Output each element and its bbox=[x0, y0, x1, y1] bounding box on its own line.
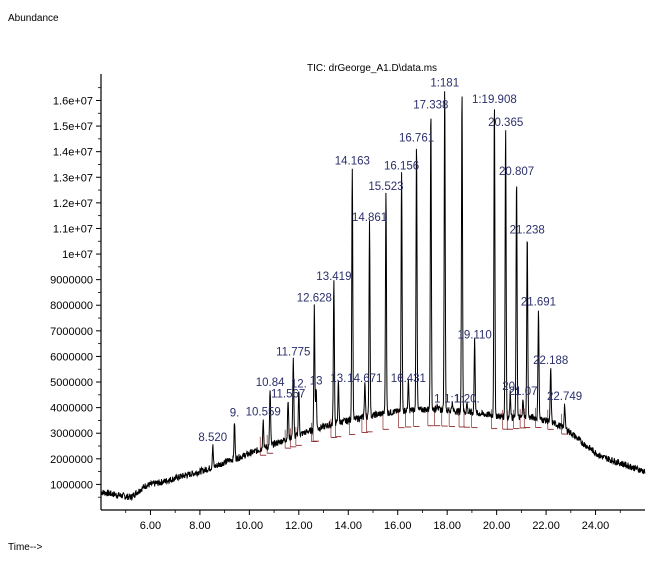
peak-label: 21.07 bbox=[509, 386, 538, 398]
peak-label: 1:20. bbox=[454, 394, 480, 406]
peak-label: 13.419 bbox=[316, 271, 351, 283]
x-tick-label: 6.00 bbox=[140, 520, 161, 532]
y-tick-label: 1e+07 bbox=[62, 249, 93, 261]
peak-label: 11.567 bbox=[271, 389, 305, 401]
peak-label: 14.163 bbox=[335, 156, 370, 168]
peak-label: 1 bbox=[434, 394, 440, 406]
x-tick-label: 10.00 bbox=[236, 520, 264, 532]
y-tick-label: 2000000 bbox=[50, 454, 93, 466]
peak-label: 21.691 bbox=[521, 296, 556, 308]
peak-label: 22.749 bbox=[547, 391, 582, 403]
peak-label: 22.188 bbox=[533, 355, 568, 367]
x-tick-label: 8.00 bbox=[189, 520, 210, 532]
peak-label: 20.365 bbox=[488, 117, 523, 129]
peak-label: 20.807 bbox=[499, 166, 534, 178]
x-tick-label: 16.00 bbox=[384, 520, 412, 532]
x-axis-label: Time--> bbox=[8, 542, 43, 553]
y-tick-label: 6000000 bbox=[50, 351, 93, 363]
peak-label: 17.338 bbox=[413, 99, 448, 111]
y-tick-label: 8000000 bbox=[50, 300, 93, 312]
x-tick-label: 22.00 bbox=[532, 520, 560, 532]
y-tick-label: 7000000 bbox=[50, 326, 93, 338]
peak-label: 14.861 bbox=[352, 212, 387, 224]
x-tick-label: 18.00 bbox=[433, 520, 461, 532]
y-tick-label: 1.5e+07 bbox=[53, 121, 93, 133]
y-tick-label: 1.2e+07 bbox=[53, 198, 93, 210]
peak-label: 12. bbox=[291, 378, 307, 390]
x-tick-label: 14.00 bbox=[335, 520, 363, 532]
y-tick-label: 9000000 bbox=[50, 275, 93, 287]
tic-trace bbox=[100, 91, 646, 502]
peak-label: 20. bbox=[502, 381, 518, 393]
peak-label: 9. bbox=[230, 408, 240, 420]
y-tick-label: 1.1e+07 bbox=[53, 223, 93, 235]
peak-label: 11.775 bbox=[276, 346, 310, 358]
y-tick-label: 1000000 bbox=[50, 479, 93, 491]
y-tick-label: 5000000 bbox=[50, 377, 93, 389]
peak-label: 8.520 bbox=[198, 432, 227, 444]
peak-label: 1:181 bbox=[430, 78, 459, 90]
peak-label: 13. bbox=[330, 373, 346, 385]
peak-label: 10.559 bbox=[246, 406, 281, 418]
chart-marks: 1000000 2000000 3000000 4000000 5000000 60000… bbox=[50, 74, 646, 532]
y-tick-label: 1.3e+07 bbox=[53, 172, 93, 184]
peak-label: 16.156 bbox=[384, 161, 419, 173]
peak-label: 12.628 bbox=[297, 293, 332, 305]
y-tick-label: 4000000 bbox=[50, 403, 93, 415]
y-tick-label: 1.4e+07 bbox=[53, 147, 93, 159]
peak-label: 21.238 bbox=[510, 225, 545, 237]
x-tick-label: 20.00 bbox=[483, 520, 511, 532]
peak-label: 14.671 bbox=[347, 373, 382, 385]
peak-label: 16.431 bbox=[391, 373, 426, 385]
y-tick-label: 1.6e+07 bbox=[53, 95, 93, 107]
peak-label: 1:19.908 bbox=[472, 94, 517, 106]
y-tick-label: 3000000 bbox=[50, 428, 93, 440]
peak-label: 1:1 bbox=[444, 394, 460, 406]
chart-title: TIC: drGeorge_A1.D\data.ms bbox=[307, 63, 437, 74]
peak-label: 19.110 bbox=[457, 330, 491, 342]
peak-label: 10.84 bbox=[256, 377, 285, 389]
x-tick-label: 12.00 bbox=[285, 520, 313, 532]
peak-label: 16.761 bbox=[399, 133, 434, 145]
peak-label: 13 bbox=[310, 376, 323, 388]
peak-label: 15.523 bbox=[368, 181, 403, 193]
x-tick-label: 24.00 bbox=[582, 520, 610, 532]
y-axis-label: Abundance bbox=[8, 13, 59, 24]
